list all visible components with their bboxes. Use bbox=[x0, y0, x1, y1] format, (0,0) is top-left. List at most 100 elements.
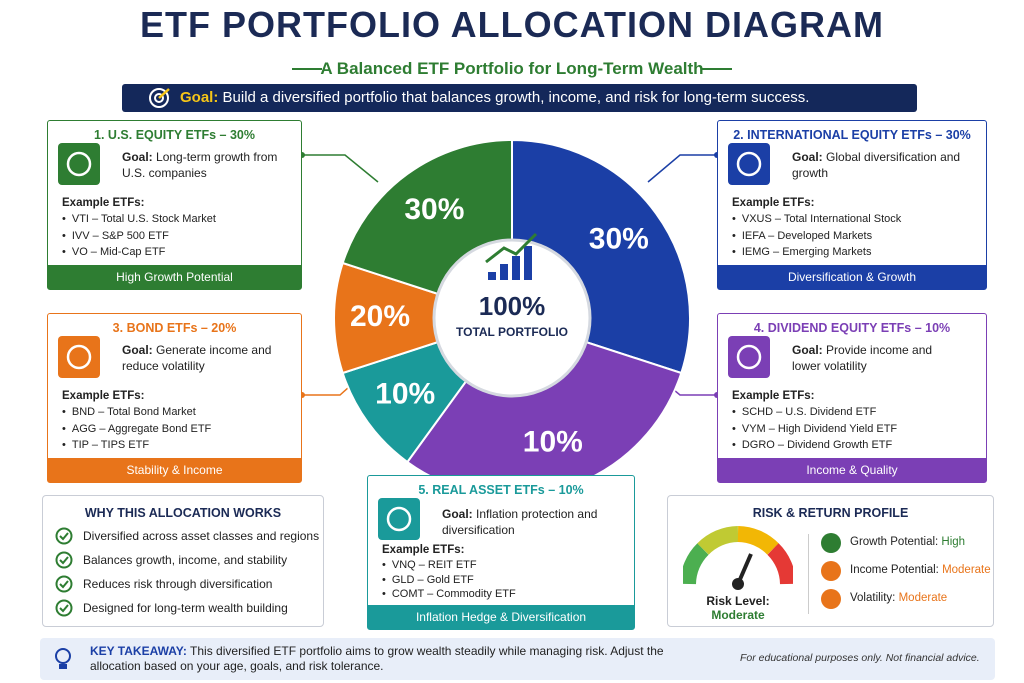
goal-label: Goal: bbox=[442, 507, 473, 521]
check-mark bbox=[59, 532, 69, 541]
example-etf: VTI – Total U.S. Stock Market bbox=[62, 211, 216, 228]
card-title: 5. REAL ASSET ETFs – 10% bbox=[418, 483, 584, 497]
risk-item: Growth Potential: High bbox=[850, 536, 965, 548]
icon-glyph bbox=[736, 344, 762, 370]
example-etf: VYM – High Dividend Yield ETF bbox=[732, 421, 897, 438]
goal-label: Goal: bbox=[122, 343, 153, 357]
risk-value: Moderate bbox=[942, 564, 991, 576]
examples-label: Example ETFs: bbox=[62, 390, 145, 402]
examples-label: Example ETFs: bbox=[732, 390, 815, 402]
examples-label: Example ETFs: bbox=[732, 197, 815, 209]
example-etf: VXUS – Total International Stock bbox=[732, 211, 901, 228]
card-footer: Income & Quality bbox=[718, 458, 986, 482]
goal-text: Provide income and lower volatility bbox=[792, 343, 933, 373]
card-icon bbox=[728, 336, 770, 378]
allocation-card: 3. BOND ETFs – 20% Goal: Generate income … bbox=[47, 313, 302, 483]
check-icon bbox=[55, 599, 73, 617]
icon-shape bbox=[736, 344, 762, 370]
check-circle bbox=[55, 551, 73, 569]
examples-list: VXUS – Total International StockIEFA – D… bbox=[732, 211, 901, 261]
slice-label: 10% bbox=[523, 425, 583, 458]
card-goal: Goal: Provide income and lower volatilit… bbox=[792, 342, 962, 374]
goal-label: Goal: bbox=[180, 89, 219, 106]
divider bbox=[808, 534, 809, 614]
check-icon bbox=[55, 575, 73, 593]
slice-label: 20% bbox=[350, 300, 410, 333]
takeaway-bar: KEY TAKEAWAY: This diversified ETF portf… bbox=[40, 638, 995, 680]
gauge-label: Risk Level: bbox=[706, 594, 770, 608]
example-etf: AGG – Aggregate Bond ETF bbox=[62, 421, 211, 438]
examples-list: SCHD – U.S. Dividend ETFVYM – High Divid… bbox=[732, 404, 897, 454]
slice-label: 30% bbox=[589, 222, 649, 255]
icon-shape bbox=[66, 151, 92, 177]
slice-label: 10% bbox=[375, 378, 435, 411]
goal-text: Generate income and reduce volatility bbox=[122, 343, 272, 373]
check-circle bbox=[55, 599, 73, 617]
card-icon bbox=[58, 336, 100, 378]
example-etf: GLD – Gold ETF bbox=[382, 573, 516, 588]
goal-text: Build a diversified portfolio that balan… bbox=[222, 89, 810, 106]
icon-shape bbox=[66, 344, 92, 370]
card-icon bbox=[728, 143, 770, 185]
card-title: 2. INTERNATIONAL EQUITY ETFs – 30% bbox=[733, 128, 971, 142]
examples-label: Example ETFs: bbox=[382, 544, 465, 556]
icon-shape bbox=[386, 506, 412, 532]
risk-value: High bbox=[941, 536, 966, 548]
center-value: 100% bbox=[479, 291, 546, 321]
bulb-icon bbox=[55, 648, 71, 669]
risk-icon bbox=[821, 533, 841, 553]
icon-glyph bbox=[386, 506, 412, 532]
disclaimer: For educational purposes only. Not finan… bbox=[740, 652, 980, 664]
examples-list: BND – Total Bond MarketAGG – Aggregate B… bbox=[62, 404, 211, 454]
risk-icon-shape bbox=[821, 533, 841, 553]
gauge-value: Moderate bbox=[711, 608, 765, 622]
icon-bar bbox=[500, 264, 508, 280]
card-footer: High Growth Potential bbox=[48, 265, 301, 289]
check-circle bbox=[55, 527, 73, 545]
card-title: 1. U.S. EQUITY ETFs – 30% bbox=[94, 128, 255, 142]
example-etf: BND – Total Bond Market bbox=[62, 404, 211, 421]
goal-text: Inflation protection and diversification bbox=[442, 507, 598, 537]
gauge bbox=[683, 526, 793, 590]
risk-title: RISK & RETURN PROFILE bbox=[752, 506, 909, 520]
icon-glyph bbox=[66, 151, 92, 177]
example-etf: IEFA – Developed Markets bbox=[732, 228, 901, 245]
icon-bar bbox=[524, 246, 532, 280]
icon-glyph bbox=[736, 151, 762, 177]
card-title: 3. BOND ETFs – 20% bbox=[112, 321, 237, 335]
check-circle bbox=[55, 575, 73, 593]
risk-icon bbox=[821, 589, 841, 609]
slice-label: 30% bbox=[404, 193, 464, 226]
check-icon bbox=[55, 527, 73, 545]
check-mark bbox=[59, 556, 69, 565]
center-disc bbox=[432, 238, 592, 398]
why-item: Balances growth, income, and stability bbox=[83, 553, 288, 567]
risk-label: Volatility: bbox=[850, 592, 896, 604]
takeaway-label: KEY TAKEAWAY: bbox=[90, 644, 187, 658]
why-item: Reduces risk through diversification bbox=[83, 577, 273, 591]
why-title: WHY THIS ALLOCATION WORKS bbox=[84, 506, 282, 520]
allocation-card: 2. INTERNATIONAL EQUITY ETFs – 30% Goal: … bbox=[717, 120, 987, 290]
goal-label: Goal: bbox=[792, 343, 823, 357]
why-item: Diversified across asset classes and reg… bbox=[83, 529, 320, 543]
allocation-card: 4. DIVIDEND EQUITY ETFs – 10% Goal: Provi… bbox=[717, 313, 987, 483]
rule bbox=[702, 68, 732, 70]
allocation-card: 1. U.S. EQUITY ETFs – 30% Goal: Long-term… bbox=[47, 120, 302, 290]
card-goal: Goal: Generate income and reduce volatil… bbox=[122, 342, 292, 374]
card-goal: Goal: Inflation protection and diversifi… bbox=[442, 506, 612, 538]
risk-item: Income Potential: Moderate bbox=[850, 564, 991, 576]
goal-text: Global diversification and growth bbox=[792, 150, 961, 180]
goal-text: Long-term growth from U.S. companies bbox=[122, 150, 278, 180]
examples-list: VNQ – REIT ETFGLD – Gold ETFCOMT – Commo… bbox=[382, 558, 516, 602]
card-icon bbox=[58, 143, 100, 185]
card-title: 4. DIVIDEND EQUITY ETFs – 10% bbox=[753, 321, 951, 335]
goal-bar: Goal: Build a diversified portfolio that… bbox=[122, 84, 917, 112]
card-footer: Inflation Hedge & Diversification bbox=[368, 605, 634, 629]
risk-icon-shape bbox=[821, 589, 841, 609]
why-box: WHY THIS ALLOCATION WORKS Diversified ac… bbox=[42, 495, 324, 627]
card-goal: Goal: Long-term growth from U.S. compani… bbox=[122, 149, 292, 181]
subtitle: A Balanced ETF Portfolio for Long-Term W… bbox=[320, 59, 704, 78]
icon-shape bbox=[736, 151, 762, 177]
example-etf: VO – Mid-Cap ETF bbox=[62, 244, 216, 261]
